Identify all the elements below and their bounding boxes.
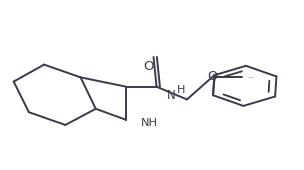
Text: methoxy: methoxy (249, 77, 255, 78)
Text: H: H (177, 85, 186, 95)
Text: N: N (167, 89, 175, 102)
Text: O: O (144, 60, 154, 73)
Text: O: O (207, 70, 217, 83)
Text: NH: NH (141, 118, 158, 128)
